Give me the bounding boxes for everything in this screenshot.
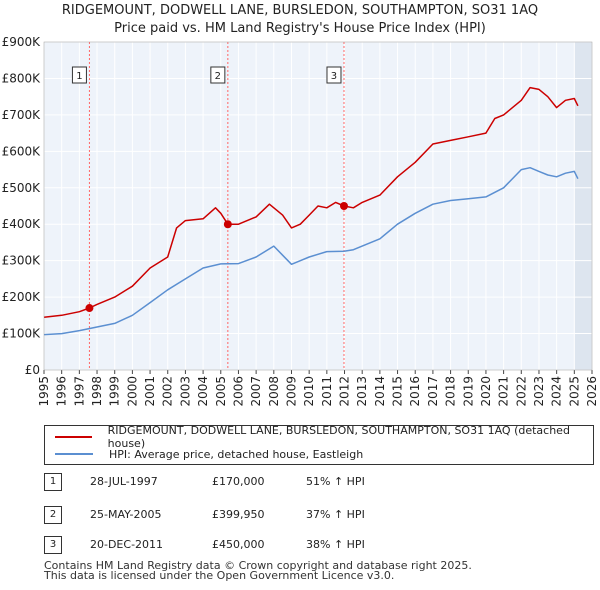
legend-label-hpi: HPI: Average price, detached house, East…: [109, 447, 364, 461]
x-tick-label: 2024: [550, 376, 564, 407]
y-tick-label: £200K: [2, 290, 42, 304]
y-tick-label: £400K: [2, 217, 42, 231]
x-tick-label: 1996: [55, 376, 69, 407]
footer-line-copyright: Contains HM Land Registry data © Crown c…: [44, 559, 472, 572]
table-row: 1 28-JUL-1997 £170,000 51% ↑ HPI: [44, 473, 444, 491]
x-tick-label: 2021: [497, 376, 511, 407]
x-tick-label: 1999: [108, 376, 122, 407]
sale-number-badge: 2: [44, 506, 62, 524]
sale-number-badge: 1: [44, 473, 62, 491]
table-row: 2 25-MAY-2005 £399,950 37% ↑ HPI: [44, 506, 444, 524]
x-tick-label: 2023: [532, 376, 546, 407]
x-tick-label: 2004: [196, 376, 210, 407]
x-tick-label: 2026: [585, 376, 599, 407]
x-tick-label: 2010: [302, 376, 316, 407]
future-shading: [574, 42, 592, 370]
x-tick-label: 2000: [125, 376, 139, 407]
x-tick-label: 2013: [355, 376, 369, 407]
x-tick-label: 2003: [178, 376, 192, 407]
x-tick-label: 2009: [284, 376, 298, 407]
x-tick-label: 2025: [567, 376, 581, 407]
x-tick-label: 2022: [514, 376, 528, 407]
chart-subtitle: Price paid vs. HM Land Registry's House …: [114, 21, 486, 36]
x-tick-label: 2011: [320, 376, 334, 407]
x-tick-label: 2018: [444, 376, 458, 407]
plot-frame: [43, 41, 593, 371]
y-tick-label: £0: [25, 363, 40, 377]
sale-date: 20-DEC-2011: [90, 538, 164, 551]
x-tick-label: 2020: [479, 376, 493, 407]
x-tick-label: 2006: [231, 376, 245, 407]
x-tick-label: 2005: [214, 376, 228, 407]
footer-attribution: Contains HM Land Registry data © Crown c…: [44, 559, 472, 582]
legend-item-property: RIDGEMOUNT, DODWELL LANE, BURSLEDON, SOU…: [55, 424, 593, 450]
sale-marker-badge: [210, 66, 226, 84]
sale-marker-badge: [326, 66, 342, 84]
y-tick-label: £700K: [2, 108, 42, 122]
sale-point: [223, 220, 232, 229]
price-chart: £0 £100K £200K £300K £400K £500K £600K £700K £80…: [2, 35, 599, 407]
x-tick-label: 2012: [338, 376, 352, 407]
x-tick-label: 2001: [143, 376, 157, 407]
y-tick-label: £800K: [2, 71, 42, 85]
x-tick-label: 1995: [37, 376, 51, 407]
footer-line-licence: This data is licensed under the Open Gov…: [44, 569, 395, 582]
x-tick-label: 1998: [90, 376, 104, 407]
sale-marker-number: 2: [215, 71, 221, 82]
x-tick-label: 2008: [267, 376, 281, 407]
sale-marker-number: 3: [331, 71, 337, 82]
hpi-line: [43, 166, 579, 336]
y-tick-label: £900K: [2, 35, 42, 49]
legend-line-property: [55, 436, 92, 438]
sale-price: £450,000: [212, 538, 265, 551]
sale-hpi-change: 38% ↑ HPI: [306, 538, 365, 551]
sale-date: 25-MAY-2005: [90, 508, 162, 521]
sale-point: [339, 202, 348, 210]
x-tick-label: 2019: [461, 376, 475, 407]
legend-line-hpi: [55, 453, 93, 455]
sale-date: 28-JUL-1997: [90, 475, 158, 488]
sale-point: [85, 304, 94, 313]
x-tick-label: 1997: [72, 376, 86, 407]
sale-price: £399,950: [212, 508, 265, 521]
x-tick-label: 2015: [391, 376, 405, 407]
x-tick-label: 2017: [426, 376, 440, 407]
sale-marker-number: 1: [76, 71, 82, 82]
sale-marker-badge: [71, 66, 87, 84]
legend-item-hpi: HPI: Average price, detached house, East…: [55, 446, 363, 462]
y-tick-label: £300K: [2, 254, 42, 268]
chart-title: RIDGEMOUNT, DODWELL LANE, BURSLEDON, SOU…: [61, 3, 539, 18]
x-tick-label: 2002: [161, 376, 175, 407]
legend-label-property: RIDGEMOUNT, DODWELL LANE, BURSLEDON, SOU…: [107, 424, 570, 450]
sale-price: £170,000: [212, 475, 265, 488]
x-tick-label: 2014: [373, 376, 387, 407]
sale-hpi-change: 37% ↑ HPI: [306, 508, 365, 521]
y-tick-label: £100K: [2, 327, 42, 341]
table-row: 3 20-DEC-2011 £450,000 38% ↑ HPI: [44, 536, 444, 554]
chart-legend: RIDGEMOUNT, DODWELL LANE, BURSLEDON, SOU…: [44, 424, 594, 465]
sale-hpi-change: 51% ↑ HPI: [306, 475, 365, 488]
sale-number-badge: 3: [44, 536, 62, 554]
y-tick-label: £600K: [2, 144, 42, 158]
x-tick-label: 2007: [249, 376, 263, 407]
x-tick-label: 2016: [408, 376, 422, 407]
y-tick-label: £500K: [2, 181, 42, 195]
property-price-line: [43, 86, 579, 318]
